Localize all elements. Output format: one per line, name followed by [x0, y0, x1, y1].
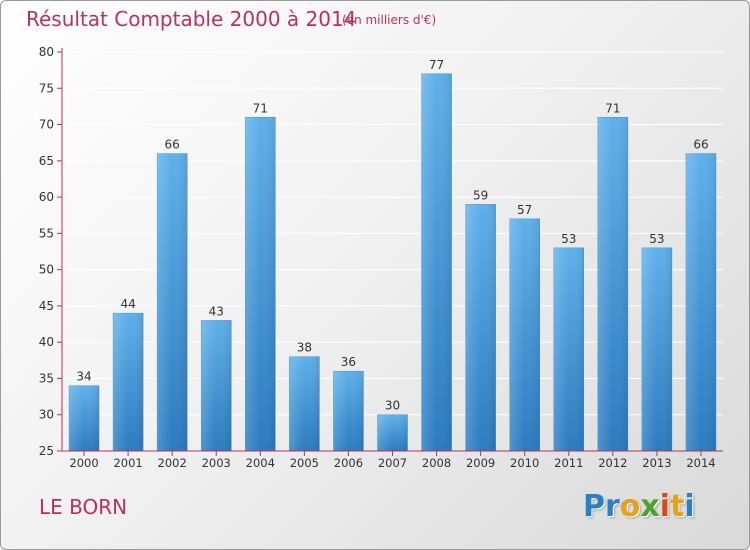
x-tick-label: 2008 — [422, 456, 451, 470]
bar-value-label: 59 — [473, 188, 488, 202]
bar-shine — [377, 414, 408, 451]
x-tick-label: 2014 — [686, 456, 715, 470]
y-tick-label: 80 — [39, 45, 54, 59]
x-tick-label: 2010 — [510, 456, 539, 470]
x-tick-label: 2006 — [334, 456, 363, 470]
x-tick-label: 2012 — [598, 456, 627, 470]
x-tick-label: 2002 — [158, 456, 187, 470]
bar-shine — [685, 153, 716, 451]
bar-shine — [157, 153, 188, 451]
y-tick-label: 35 — [39, 371, 54, 385]
x-tick-label: 2011 — [554, 456, 583, 470]
y-tick-label: 25 — [39, 444, 54, 458]
y-tick-label: 75 — [39, 81, 54, 95]
commune-name: LE BORN — [39, 495, 128, 519]
bar-shine — [113, 313, 144, 451]
bar-value-label: 34 — [76, 370, 91, 384]
y-tick-label: 45 — [39, 299, 54, 313]
labels: 25 30 35 40 45 50 55 60 65 70 75 80 34 2000 44 2001 66 20… — [39, 45, 716, 470]
y-tick-label: 70 — [39, 118, 54, 132]
x-tick-label: 2000 — [69, 456, 98, 470]
bar-value-label: 77 — [429, 58, 444, 72]
bar-value-label: 30 — [385, 399, 400, 413]
brand-letter: i — [659, 489, 671, 524]
y-tick-label: 55 — [39, 226, 54, 240]
bar-value-label: 71 — [253, 101, 268, 115]
bar-value-label: 53 — [649, 232, 664, 246]
y-tick-label: 40 — [39, 335, 54, 349]
bar-shine — [509, 218, 540, 451]
bar-value-label: 36 — [341, 355, 356, 369]
bar-value-label: 71 — [605, 101, 620, 115]
bar-shine — [245, 117, 276, 452]
x-tick-label: 2013 — [642, 456, 671, 470]
chart-title: Résultat Comptable 2000 à 2014 — [26, 7, 357, 31]
bar-shine — [465, 204, 496, 451]
x-tick-label: 2009 — [466, 456, 495, 470]
bar-shine — [553, 247, 584, 451]
brand-letter: P — [583, 489, 605, 524]
brand-letter: x — [640, 489, 660, 524]
brand-letter: t — [670, 489, 685, 524]
bars — [68, 73, 717, 452]
bar-shine — [69, 385, 100, 451]
brand-letter: i — [684, 489, 695, 524]
bar-value-label: 44 — [120, 297, 135, 311]
bar-value-label: 57 — [517, 203, 532, 217]
chart-subtitle: (en milliers d'€) — [342, 13, 437, 27]
x-tick-label: 2004 — [246, 456, 275, 470]
y-tick-label: 50 — [39, 263, 54, 277]
bar-shine — [333, 371, 364, 451]
bar-value-label: 38 — [297, 341, 312, 355]
x-tick-label: 2005 — [290, 456, 319, 470]
x-tick-label: 2007 — [378, 456, 407, 470]
y-tick-label: 60 — [39, 190, 54, 204]
bar-value-label: 43 — [209, 304, 224, 318]
brand-letter: r — [605, 489, 620, 524]
bar-shine — [641, 247, 672, 451]
bar-shine — [421, 73, 452, 451]
brand-logo: Proxiti — [583, 489, 695, 524]
bar-shine — [597, 117, 628, 452]
bar-shine — [201, 320, 232, 451]
y-tick-label: 30 — [39, 408, 54, 422]
x-tick-label: 2003 — [202, 456, 231, 470]
bar-value-label: 66 — [165, 138, 180, 152]
axes — [57, 48, 723, 456]
bar-value-label: 53 — [561, 232, 576, 246]
y-tick-label: 65 — [39, 154, 54, 168]
bar-shine — [289, 356, 320, 451]
bar-value-label: 66 — [693, 138, 708, 152]
x-tick-label: 2001 — [113, 456, 142, 470]
brand-letter: o — [619, 489, 641, 524]
